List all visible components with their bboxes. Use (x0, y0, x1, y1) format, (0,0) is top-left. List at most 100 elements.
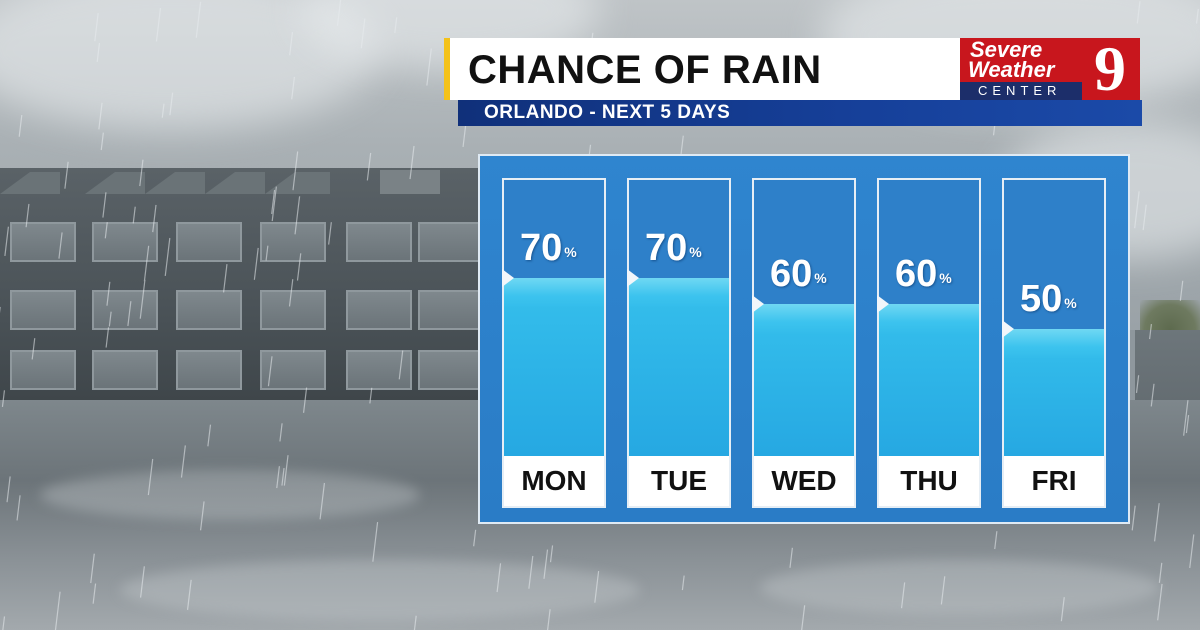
rain-streak (426, 48, 432, 86)
day-column: 50% FRI (1002, 178, 1106, 508)
puddle (760, 560, 1160, 615)
rain-streak (98, 102, 103, 130)
day-label: WED (754, 456, 854, 506)
percent-value: 60 (770, 253, 813, 295)
rain-streak (294, 196, 301, 235)
window (176, 222, 242, 262)
rain-streak (106, 281, 111, 306)
rain-chance-bar (879, 304, 979, 456)
logo-center-text: CENTER (978, 83, 1062, 98)
building-roofline (0, 170, 440, 194)
window (418, 222, 484, 262)
level-pointer-icon (1002, 320, 1014, 338)
rain-streak (543, 549, 549, 579)
day-column: 70% TUE (627, 178, 731, 508)
rain-streak (940, 576, 946, 605)
window (260, 350, 326, 390)
rain-streak (139, 279, 146, 319)
rain-streak (1142, 204, 1147, 231)
rain-streak (1136, 1, 1141, 24)
title-banner: CHANCE OF RAIN ORLANDO - NEXT 5 DAYS Sev… (444, 33, 1144, 126)
level-pointer-icon (752, 295, 764, 313)
subtitle-bar: ORLANDO - NEXT 5 DAYS (458, 100, 1142, 126)
rain-streak (360, 18, 366, 49)
percent-value: 50 (1020, 278, 1063, 320)
rain-streak (366, 152, 372, 181)
rain-streak (292, 151, 299, 191)
bar-track (1004, 180, 1104, 456)
rain-streak (473, 529, 477, 547)
rain-streak (6, 476, 11, 503)
rain-streak (283, 455, 289, 486)
bar-track (629, 180, 729, 456)
rain-streak (253, 247, 259, 280)
station-logo: Severe Weather CENTER 9 (960, 33, 1140, 104)
rain-streak (64, 161, 69, 189)
window (260, 222, 326, 262)
window (176, 290, 242, 330)
window (346, 222, 412, 262)
rain-streak (139, 159, 144, 187)
chart-subtitle: ORLANDO - NEXT 5 DAYS (484, 102, 731, 123)
rain-chance-bar (629, 278, 729, 456)
rain-streak (147, 458, 154, 496)
rain-streak (31, 338, 36, 360)
percent-sign: % (939, 270, 952, 286)
logo-center-band: CENTER (960, 82, 1082, 100)
logo-weather-text: Weather (968, 57, 1055, 82)
rain-streak (1183, 400, 1189, 436)
rain-streak (1158, 562, 1163, 583)
percent-label: 70% (520, 228, 596, 268)
rain-streak (994, 531, 998, 550)
rain-streak (336, 0, 342, 26)
rain-streak (104, 222, 108, 239)
rain-streak (289, 32, 294, 56)
window (176, 350, 242, 390)
rain-streak (296, 253, 302, 281)
bar-track (504, 180, 604, 456)
rain-streak (900, 582, 906, 609)
rain-streak (58, 232, 63, 259)
level-pointer-icon (627, 269, 639, 287)
rain-streak (207, 424, 212, 447)
percent-sign: % (1064, 295, 1077, 311)
rain-streak (271, 186, 277, 222)
bar-track (754, 180, 854, 456)
title-accent-stripe (444, 38, 450, 100)
level-pointer-icon (502, 269, 514, 287)
percent-label: 60% (770, 254, 846, 294)
chart-title: CHANCE OF RAIN (468, 48, 822, 92)
puddle (120, 560, 640, 620)
day-label: THU (879, 456, 979, 506)
rain-streak (328, 222, 332, 245)
window (346, 290, 412, 330)
rain-streak (108, 311, 112, 327)
rain-streak (54, 591, 61, 630)
rain-streak (102, 192, 107, 218)
rain-streak (1131, 505, 1136, 531)
window (418, 290, 484, 330)
rain-streak (279, 423, 283, 442)
rain-streak (1195, 8, 1199, 24)
day-label: TUE (629, 456, 729, 506)
percent-label: 70% (645, 228, 721, 268)
window (10, 222, 76, 262)
rain-streak (94, 13, 99, 42)
rain-streak (222, 264, 228, 293)
day-column: 60% WED (752, 178, 856, 508)
rain-streak (1153, 503, 1160, 542)
day-column: 60% THU (877, 178, 981, 508)
percent-value: 70 (520, 227, 563, 269)
water-surface (629, 278, 729, 308)
rain-streak (4, 226, 10, 256)
rain-streak (271, 189, 276, 215)
channel-number: 9 (1094, 33, 1126, 104)
rain-streak (302, 387, 308, 413)
rain-streak (496, 563, 502, 593)
percent-sign: % (564, 244, 577, 260)
rain-streak (100, 132, 104, 151)
window (346, 350, 412, 390)
rain-streak (186, 579, 192, 610)
percent-label: 60% (895, 254, 971, 294)
window (418, 350, 484, 390)
